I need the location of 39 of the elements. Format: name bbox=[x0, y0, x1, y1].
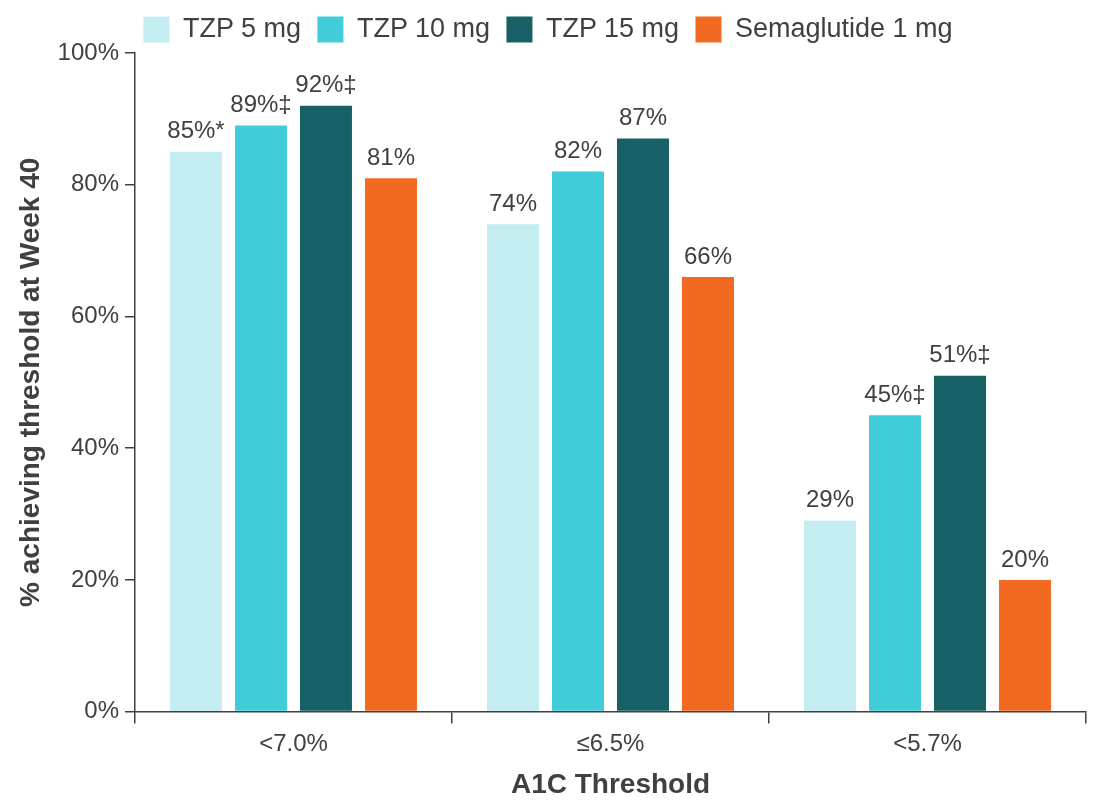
legend-label: TZP 15 mg bbox=[545, 12, 680, 43]
data-label: 29% bbox=[805, 485, 855, 513]
legend-label: TZP 10 mg bbox=[356, 12, 490, 43]
data-label: 85%* bbox=[167, 116, 225, 144]
bar bbox=[364, 178, 417, 711]
x-tick-label: <5.7% bbox=[893, 728, 962, 756]
data-label: 89%‡ bbox=[230, 90, 292, 118]
x-axis-title: A1C Threshold bbox=[510, 767, 711, 799]
x-tick-label: <7.0% bbox=[259, 728, 328, 756]
data-label: 81% bbox=[366, 142, 415, 170]
data-label: 82% bbox=[553, 136, 603, 164]
bar bbox=[616, 138, 669, 711]
y-tick-label: 20% bbox=[70, 564, 119, 592]
data-label: 66% bbox=[683, 241, 732, 269]
bar bbox=[552, 171, 604, 711]
bar bbox=[998, 579, 1051, 711]
bar bbox=[170, 151, 222, 711]
bar bbox=[681, 276, 734, 711]
legend-label: TZP 5 mg bbox=[182, 12, 301, 43]
data-label: 45%‡ bbox=[864, 379, 926, 407]
y-tick-label: 0% bbox=[84, 696, 119, 724]
data-label: 74% bbox=[488, 188, 538, 216]
bar bbox=[869, 415, 921, 711]
y-tick-label: 100% bbox=[57, 37, 119, 65]
legend-label: Semaglutide 1 mg bbox=[734, 12, 953, 43]
bar bbox=[235, 125, 287, 711]
bar bbox=[299, 105, 352, 711]
y-tick-label: 40% bbox=[70, 432, 119, 460]
data-label: 20% bbox=[1000, 544, 1049, 572]
data-label: 87% bbox=[618, 103, 668, 131]
y-tick-label: 60% bbox=[70, 301, 119, 329]
x-tick-label: ≤6.5% bbox=[576, 728, 645, 756]
y-axis-title: % achieving threshold at Week 40 bbox=[13, 157, 45, 607]
bar bbox=[804, 520, 857, 711]
y-tick-label: 80% bbox=[70, 169, 119, 197]
data-label: 51%‡ bbox=[929, 340, 991, 368]
bar bbox=[934, 375, 986, 711]
data-label: 92%‡ bbox=[295, 70, 357, 98]
bar bbox=[487, 224, 540, 711]
